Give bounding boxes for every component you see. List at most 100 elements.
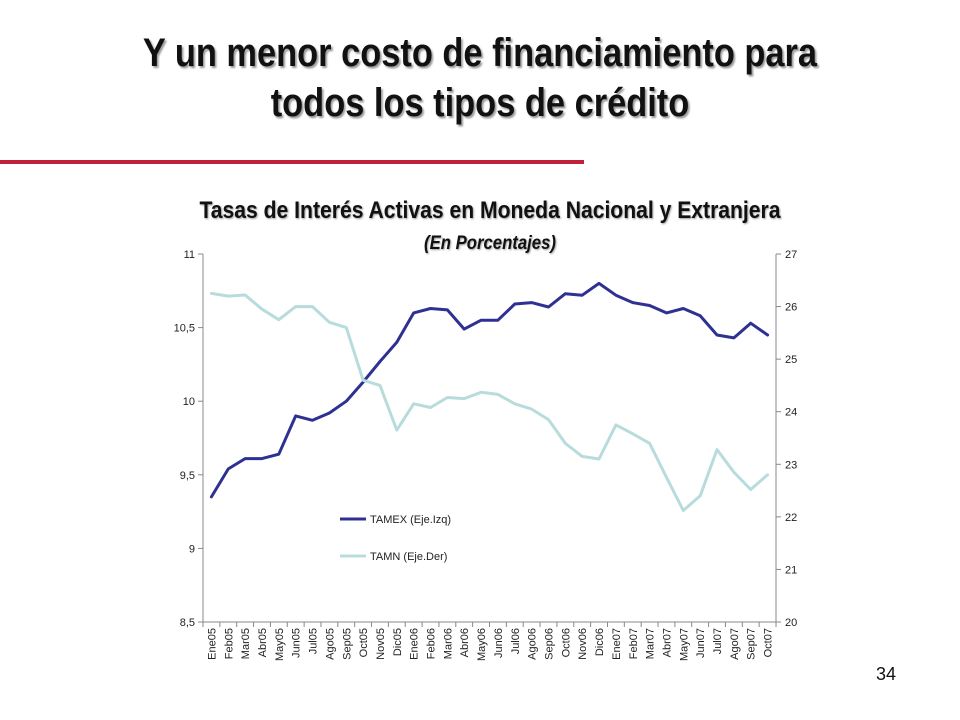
x-tick-label: Mar06 [442, 628, 454, 659]
series-2-point [648, 442, 651, 445]
slide-title-line-2: todos los tipos de crédito [270, 81, 690, 125]
x-tick-label: May07 [678, 628, 690, 661]
series-2-point [361, 378, 365, 382]
series-1-point [260, 457, 264, 460]
chart-title: Tasas de Interés Activas en Moneda Nacio… [199, 197, 781, 224]
series-2-point [496, 393, 500, 396]
series-1-point [766, 333, 769, 337]
x-tick-label: Sep06 [543, 628, 555, 660]
series-2-point [513, 402, 516, 406]
series-2-point [479, 391, 483, 394]
x-tick-label: Oct06 [560, 628, 572, 657]
series-1-point [749, 321, 752, 325]
series-2-point [412, 402, 415, 406]
series-2-point [749, 488, 752, 491]
slide-title-line-1: Y un menor costo de financiamiento para [142, 31, 818, 75]
slide-title: Y un menor costo de financiamiento para … [84, 28, 875, 128]
series-2-point [429, 406, 432, 409]
series-2-point [446, 396, 449, 399]
series-1-point [682, 307, 685, 310]
x-tick-label: Abr06 [459, 628, 471, 657]
x-tick-label: Nov06 [577, 628, 589, 660]
x-tick-label: Dic05 [392, 628, 404, 656]
series-1-point [513, 302, 516, 306]
series-2-point [395, 428, 399, 432]
x-tick-label: Ene07 [611, 628, 623, 660]
series-2-point [682, 509, 685, 512]
x-tick-label: May06 [476, 628, 488, 661]
series-2-point [580, 455, 584, 458]
series-1-point [530, 301, 533, 304]
x-tick-label: Mar05 [240, 628, 252, 659]
series-2-point [227, 294, 230, 298]
y-right-tick-label: 21 [785, 564, 797, 576]
x-tick-label: Nov05 [375, 628, 387, 660]
series-2-point [345, 326, 348, 329]
series-1-point [294, 414, 297, 418]
series-1-point [580, 294, 584, 297]
x-tick-label: Ene06 [409, 628, 421, 660]
series-2-point [597, 457, 601, 461]
y-left-tick-label: 8,5 [180, 617, 195, 629]
x-tick-label: Feb07 [628, 628, 640, 659]
series-1-point [378, 360, 382, 363]
series-2-point [260, 308, 264, 311]
series-2-point [631, 432, 634, 435]
y-right-tick-label: 26 [785, 302, 797, 314]
y-right-tick-label: 20 [785, 617, 797, 629]
x-tick-label: Abr05 [257, 628, 269, 657]
series-2-point [210, 292, 213, 295]
series-1-point [345, 400, 348, 403]
x-tick-label: Jun06 [493, 628, 505, 658]
y-right-tick-label: 23 [785, 459, 797, 471]
x-tick-label: Abr07 [661, 628, 673, 657]
series-1-point [496, 319, 500, 322]
series-1-point [429, 307, 432, 310]
y-left-tick-label: 9 [189, 543, 195, 555]
x-tick-label: Oct05 [358, 628, 370, 657]
series-1-point [732, 336, 736, 340]
legend-label-2: TAMN (Eje.Der) [370, 551, 447, 563]
series-1-point [210, 495, 213, 499]
series-2-point [614, 423, 618, 427]
chart-subtitle: (En Porcentajes) [424, 233, 556, 254]
series-2-point [294, 305, 297, 308]
series-2-point [564, 442, 567, 445]
y-right-tick-label: 27 [785, 249, 797, 261]
series-1-point [395, 341, 399, 344]
series-1-point [648, 304, 651, 307]
series-2-point [766, 473, 769, 476]
series-1-point [446, 308, 449, 312]
y-left-tick-label: 10 [183, 396, 195, 408]
series-1-point [631, 301, 634, 304]
series-1-point [479, 319, 483, 322]
x-tick-label: Sep07 [746, 628, 758, 660]
series-1-point [311, 419, 314, 422]
x-tick-label: Dic06 [594, 628, 606, 656]
x-tick-label: Ago06 [527, 628, 539, 660]
series-1-point [564, 292, 567, 295]
x-tick-label: Jun07 [695, 628, 707, 658]
x-tick-label: Jul07 [712, 628, 724, 654]
x-tick-label: Ago05 [324, 628, 336, 660]
x-tick-label: Ene05 [206, 628, 218, 660]
series-1-point [463, 327, 466, 331]
series-2-point [732, 470, 736, 474]
y-right-tick-label: 24 [785, 407, 797, 419]
series-line-2 [209, 291, 770, 512]
series-1-point [412, 311, 415, 315]
series-line-1 [209, 281, 770, 499]
title-underline [0, 160, 584, 164]
x-tick-label: May05 [274, 628, 286, 661]
series-2-point [665, 476, 668, 479]
series-2-point [463, 397, 466, 400]
y-left-tick-label: 10,5 [174, 323, 195, 335]
y-left-tick-label: 9,5 [180, 470, 195, 482]
series-2-point [277, 318, 281, 321]
x-tick-label: Sep05 [341, 628, 353, 660]
legend-label-1: TAMEX (Eje.Izq) [370, 514, 451, 526]
y-right-tick-label: 22 [785, 512, 797, 524]
x-tick-label: Ago07 [729, 628, 741, 660]
series-2-point [243, 293, 247, 297]
